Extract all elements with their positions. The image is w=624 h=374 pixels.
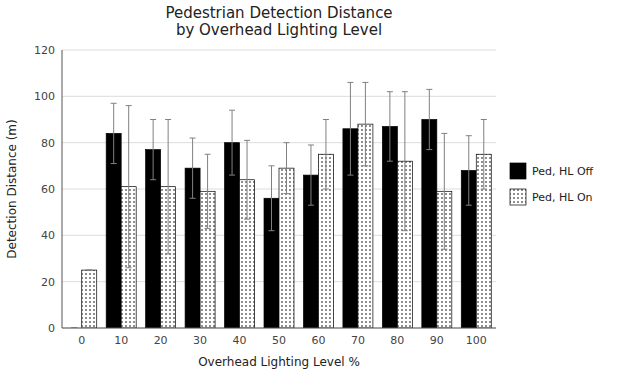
error-bar <box>111 103 117 163</box>
grid-line <box>62 96 496 97</box>
x-tick-label: 30 <box>193 334 207 347</box>
y-tick-label: 40 <box>41 229 55 242</box>
legend-swatch <box>510 189 526 205</box>
error-bar <box>481 120 487 190</box>
grid-line <box>62 328 496 329</box>
title: Pedestrian Detection Distanceby Overhead… <box>165 4 392 39</box>
bars <box>71 82 491 328</box>
background <box>0 0 624 374</box>
y-tick-label: 20 <box>41 276 55 289</box>
error-bar <box>244 140 250 219</box>
chart: Pedestrian Detection Distanceby Overhead… <box>0 0 624 374</box>
bar-background <box>82 270 97 328</box>
error-bar <box>86 270 92 271</box>
x-tick-label: 0 <box>78 334 85 347</box>
y-tick-label: 80 <box>41 137 55 150</box>
x-axis-label: Overhead Lighting Level % <box>198 355 360 369</box>
error-bar <box>323 120 329 190</box>
x-tick-label: 100 <box>466 334 487 347</box>
grid-line <box>62 50 496 51</box>
x-tick-label: 50 <box>272 334 286 347</box>
error-bar <box>387 92 393 162</box>
error-bar <box>165 120 171 254</box>
legend-label: Ped, HL Off <box>532 165 594 178</box>
x-tick-label: 20 <box>154 334 168 347</box>
error-bar <box>126 106 132 268</box>
error-bar <box>283 143 289 194</box>
error-bar <box>426 89 432 149</box>
x-tick-label: 80 <box>390 334 404 347</box>
y-axis-line <box>62 50 63 328</box>
x-tick-label: 40 <box>233 334 247 347</box>
error-bar <box>362 82 368 165</box>
bar <box>82 270 97 328</box>
y-tick-label: 60 <box>41 183 55 196</box>
x-tick-label: 60 <box>311 334 325 347</box>
error-bar <box>269 166 275 231</box>
y-tick-label: 0 <box>48 322 55 335</box>
error-bar <box>441 133 447 249</box>
error-bar <box>308 145 314 205</box>
error-bar <box>347 82 353 175</box>
x-tick-label: 10 <box>114 334 128 347</box>
x-tick-label: 90 <box>430 334 444 347</box>
error-bar <box>229 110 235 175</box>
error-bar <box>205 154 211 228</box>
legend-swatch <box>510 163 526 179</box>
error-bar <box>402 92 408 231</box>
error-bar <box>150 120 156 180</box>
bar <box>422 120 437 329</box>
y-tick-label: 120 <box>34 44 55 57</box>
error-bar <box>190 138 196 198</box>
y-tick-label: 100 <box>34 90 55 103</box>
legend-label: Ped, HL On <box>532 191 593 204</box>
x-axis-line <box>62 328 496 329</box>
error-bar <box>466 136 472 206</box>
x-tick-label: 70 <box>351 334 365 347</box>
y-axis-label: Detection Distance (m) <box>5 119 19 258</box>
